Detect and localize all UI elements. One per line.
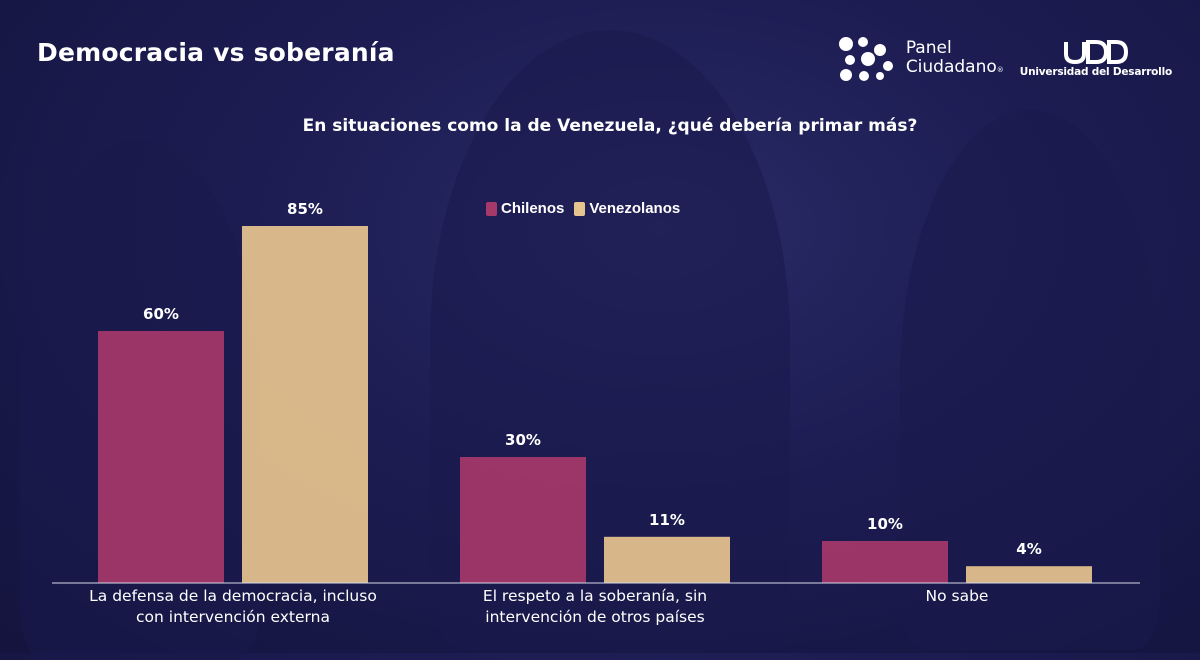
category-label-2-line-0: No sabe: [926, 587, 989, 605]
category-label-0-line-1: con intervención externa: [136, 608, 330, 626]
legend-label-venezolanos: Venezolanos: [589, 200, 681, 217]
panel-ciudadano-wordmark: Panel Ciudadano®: [905, 37, 1004, 80]
bar-venezolanos-0: [242, 226, 368, 583]
chart-legend: Chilenos Venezolanos: [486, 200, 680, 217]
bar-chilenos-1: [460, 457, 586, 583]
panel-ciudadano-dots-icon: [838, 37, 893, 81]
udd-logo: Universidad del Desarrollo: [1020, 40, 1172, 78]
chart-question: En situaciones como la de Venezuela, ¿qu…: [302, 116, 918, 136]
udd-name: Universidad del Desarrollo: [1019, 66, 1172, 78]
legend-swatch-chilenos: [486, 201, 497, 216]
category-label-0-line-0: La defensa de la democracia, incluso: [89, 587, 377, 605]
panel-ciudadano-logo: Panel Ciudadano®: [838, 36, 1004, 82]
bar-chilenos-0: [98, 331, 224, 583]
bar-venezolanos-1: [604, 536, 730, 583]
data-label-chilenos-0: 60%: [143, 305, 179, 323]
bar-chilenos-2: [822, 541, 948, 583]
page-title: Democracia vs soberanía: [37, 38, 395, 67]
legend-item-chilenos: Chilenos: [486, 200, 564, 217]
panel-ciudadano-line2: Ciudadano: [905, 56, 997, 77]
category-label-1-line-1: intervención de otros países: [485, 608, 704, 626]
data-label-venezolanos-1: 11%: [649, 511, 685, 529]
logos: Panel Ciudadano® Universidad del Desarro…: [838, 36, 1172, 82]
panel-ciudadano-line1: Panel: [905, 37, 952, 58]
bar-venezolanos-2: [966, 566, 1092, 583]
udd-mark-icon: [1063, 40, 1128, 64]
data-label-venezolanos-0: 85%: [287, 200, 323, 218]
data-label-chilenos-2: 10%: [867, 515, 903, 533]
legend-item-venezolanos: Venezolanos: [574, 200, 680, 217]
registered-mark: ®: [996, 65, 1004, 74]
data-label-chilenos-1: 30%: [505, 431, 541, 449]
legend-label-chilenos: Chilenos: [501, 200, 565, 217]
legend-swatch-venezolanos: [574, 201, 586, 216]
data-label-venezolanos-2: 4%: [1016, 540, 1041, 558]
category-label-1-line-0: El respeto a la soberanía, sin: [483, 587, 707, 605]
